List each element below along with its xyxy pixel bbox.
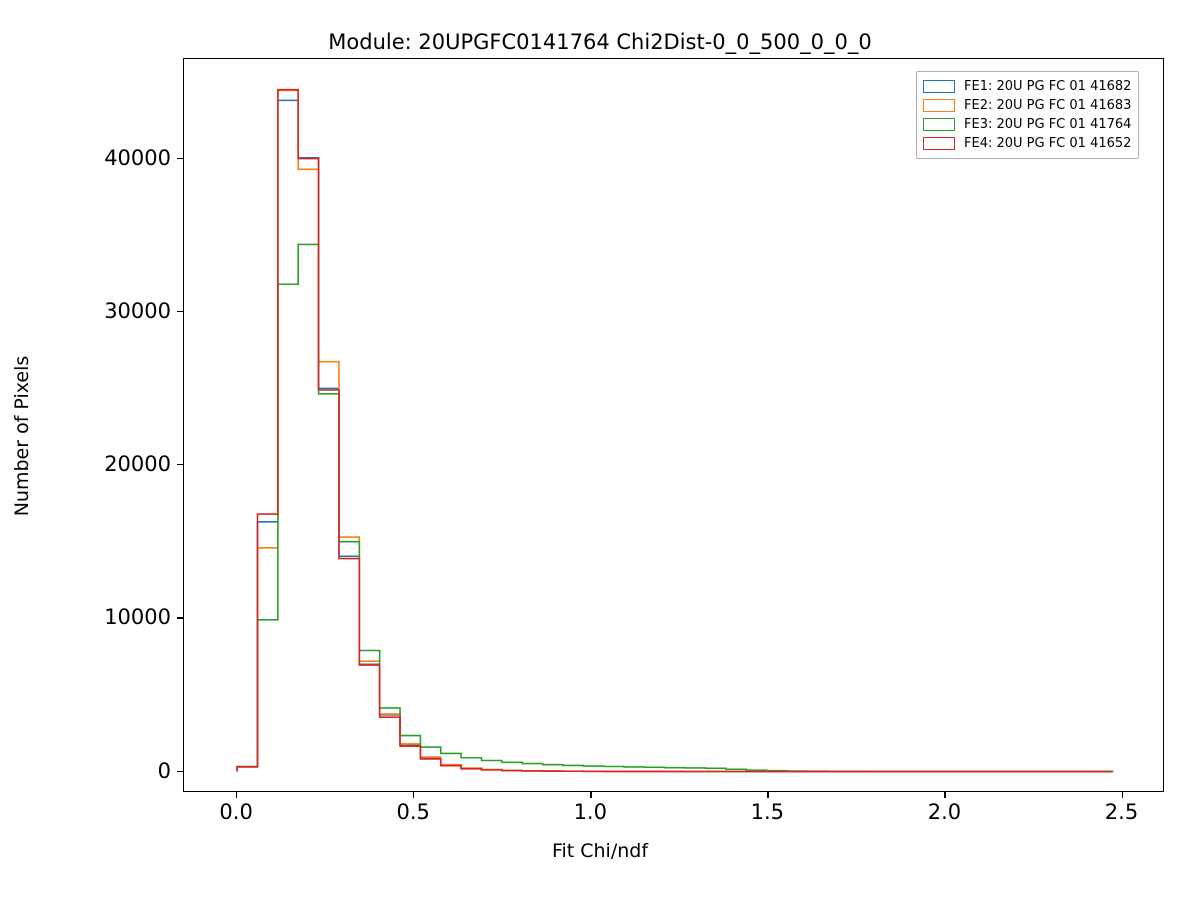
legend-label: FE2: 20U PG FC 01 41683 xyxy=(964,98,1132,113)
x-tick-mark xyxy=(1121,792,1123,798)
histogram-series-3 xyxy=(237,244,1113,771)
legend-item: FE1: 20U PG FC 01 41682 xyxy=(923,77,1131,96)
histogram-series-2 xyxy=(237,90,1113,771)
y-tick-label: 10000 xyxy=(104,605,171,630)
legend-label: FE1: 20U PG FC 01 41682 xyxy=(964,79,1132,94)
y-tick-mark xyxy=(177,310,183,313)
x-tick-mark xyxy=(590,792,592,798)
y-tick-mark xyxy=(177,617,183,619)
x-tick-label: 2.0 xyxy=(927,800,962,824)
legend-swatch-icon xyxy=(923,137,955,150)
x-tick-label: 0.5 xyxy=(396,800,430,824)
legend-label: FE3: 20U PG FC 01 41764 xyxy=(964,117,1132,132)
histogram-series-4 xyxy=(237,90,1113,772)
x-tick-mark xyxy=(236,792,238,798)
x-tick-label: 0.0 xyxy=(219,800,253,824)
y-tick-label: 0 xyxy=(157,758,171,783)
legend-swatch-icon xyxy=(923,99,955,112)
x-tick-label: 1.0 xyxy=(573,800,607,824)
x-tick-mark xyxy=(767,792,769,798)
y-axis-label: Number of Pixels xyxy=(11,355,33,517)
chart-legend: FE1: 20U PG FC 01 41682 FE2: 20U PG FC 01… xyxy=(916,71,1140,159)
legend-swatch-icon xyxy=(923,118,955,131)
histogram-series-1 xyxy=(237,100,1113,771)
x-tick-mark xyxy=(944,792,946,798)
y-tick-mark xyxy=(177,464,183,466)
x-tick-mark xyxy=(413,792,415,798)
legend-item: FE3: 20U PG FC 01 41764 xyxy=(923,115,1131,134)
y-tick-mark xyxy=(177,770,183,772)
legend-item: FE4: 20U PG FC 01 41652 xyxy=(923,134,1131,153)
legend-item: FE2: 20U PG FC 01 41683 xyxy=(923,96,1131,115)
plot-axes xyxy=(183,58,1164,792)
y-tick-label: 40000 xyxy=(104,145,171,170)
x-tick-label: 2.5 xyxy=(1104,800,1139,824)
x-axis-label: Fit Chi/ndf xyxy=(551,840,649,862)
chart-title: Module: 20UPGFC0141764 Chi2Dist-0_0_500_… xyxy=(328,30,872,54)
histogram-plot xyxy=(184,59,1165,793)
legend-swatch-icon xyxy=(923,80,955,93)
y-tick-label: 20000 xyxy=(104,452,171,477)
x-tick-label: 1.5 xyxy=(750,800,785,824)
legend-label: FE4: 20U PG FC 01 41652 xyxy=(964,136,1132,151)
y-tick-mark xyxy=(177,157,183,159)
y-tick-label: 30000 xyxy=(104,298,171,323)
